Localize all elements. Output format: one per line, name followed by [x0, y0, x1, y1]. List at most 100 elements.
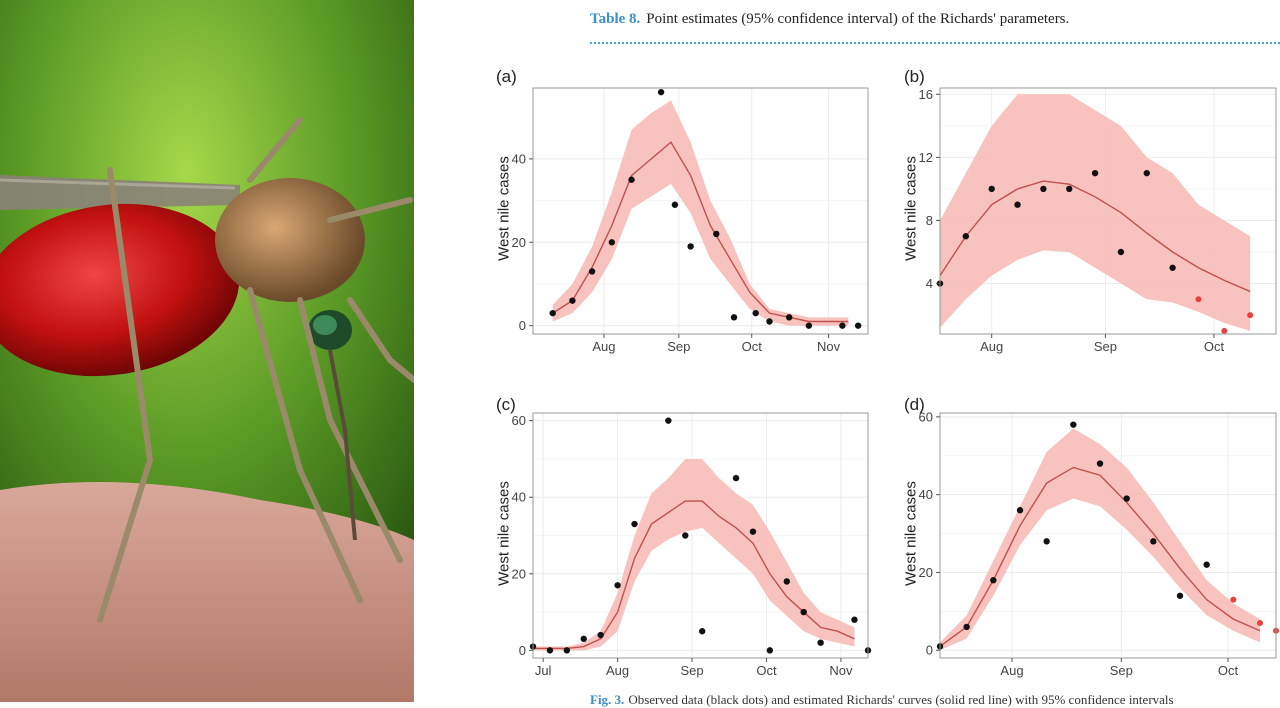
- panel-a-observed-point-15: [854, 322, 862, 329]
- panel-a-observed-point-9: [730, 314, 738, 321]
- panel-a-observed-point-12: [785, 314, 793, 321]
- panel-c-observed-point-4: [597, 631, 604, 639]
- panel-label-b: (b): [904, 67, 925, 86]
- panel-d-xtick-label-2: Oct: [1218, 663, 1239, 678]
- paper-page: Table 8. Point estimates (95% confidence …: [414, 0, 1280, 707]
- panel-a-observed-point-11: [766, 318, 773, 325]
- panel-d-frame: [939, 412, 1277, 659]
- caption-divider: [590, 42, 1280, 44]
- panel-d-observed-point-6: [1096, 460, 1104, 467]
- panel-c-xtick-label-4: Nov: [829, 663, 853, 678]
- panel-b-holdout-point-0: [1195, 296, 1202, 303]
- figure-caption-label: Fig. 3.: [590, 692, 625, 707]
- panel-c: 0 20 40 60 Jul Aug Sep Oct Nov: [512, 412, 872, 678]
- panel-c-fit-line: [533, 500, 855, 650]
- panel-b-observed-point-4: [1040, 185, 1047, 193]
- panel-a-xtick-label-1: Sep: [667, 339, 690, 354]
- table-caption-text: Point estimates (95% confidence interval…: [646, 11, 1070, 27]
- panel-c-xtick-label-2: Sep: [680, 663, 703, 678]
- panel-c-observed-point-2: [563, 647, 571, 654]
- panel-c-observed-point-15: [817, 639, 824, 646]
- panel-c-xtick-label-0: Jul: [535, 663, 552, 678]
- panel-b-fit-line: [939, 180, 1251, 293]
- panel-d-observed-point-9: [1176, 592, 1184, 599]
- panel-a-ytick-label-1: 20: [512, 235, 526, 250]
- panel-label-d: (d): [904, 395, 925, 414]
- panel-b-observed-point-5: [1066, 185, 1073, 193]
- panel-b-observed-point-8: [1143, 169, 1150, 177]
- panel-c-ytick-label-1: 20: [512, 566, 526, 581]
- panel-b-observed-point-1: [962, 233, 970, 240]
- panel-c-observed-point-5: [614, 582, 621, 589]
- panel-d-holdout-point-1: [1257, 620, 1263, 626]
- panel-c-observed-point-10: [732, 474, 740, 482]
- panel-d-observed-point-3: [1016, 507, 1024, 514]
- panel-a-observed-point-13: [805, 322, 813, 329]
- panel-a-fit-line: [552, 141, 849, 323]
- panel-b-observed-point-2: [988, 185, 995, 193]
- panel-a-frame: [532, 87, 869, 335]
- panel-b-holdout-point-2: [1247, 312, 1254, 319]
- panel-c-observed-point-12: [766, 647, 774, 654]
- panel-a-xtick-label-0: Aug: [592, 339, 615, 354]
- panel-a-observed-point-1: [569, 297, 576, 304]
- panel-c-observed-point-1: [546, 647, 554, 654]
- panel-a-ci-band: [552, 100, 849, 326]
- panel-d: 0 20 40 60 Aug Sep Oct: [919, 409, 1279, 678]
- panel-d-ytick-label-0: 0: [926, 643, 933, 658]
- table-caption: Table 8. Point estimates (95% confidence …: [590, 11, 1069, 28]
- panel-label-c: (c): [496, 395, 516, 414]
- panel-c-ytick-label-0: 0: [519, 643, 526, 658]
- panel-a-ytick-label-2: 40: [512, 151, 526, 166]
- panel-c-ytick-label-3: 60: [512, 413, 526, 428]
- panel-c-observed-point-7: [665, 417, 672, 424]
- figure-caption-text: Observed data (black dots) and estimated…: [628, 692, 1174, 707]
- panel-d-xtick-label-0: Aug: [1000, 663, 1023, 678]
- panel-d-observed-point-8: [1150, 538, 1157, 545]
- panel-d-xtick-label-1: Sep: [1110, 663, 1133, 678]
- panel-c-xtick-label-3: Oct: [756, 663, 777, 678]
- panel-d-observed-point-7: [1123, 495, 1130, 502]
- panel-b-ytick-label-3: 16: [919, 87, 933, 102]
- panel-b-ci-band: [940, 94, 1251, 331]
- panel-c-observed-point-8: [682, 532, 689, 539]
- panel-b-ytick-label-2: 12: [919, 150, 933, 165]
- panel-d-observed-point-2: [990, 577, 997, 584]
- panel-c-observed-point-6: [631, 520, 638, 528]
- table-caption-label: Table 8.: [590, 11, 641, 27]
- panel-a-observed-point-10: [752, 309, 759, 317]
- panel-c-observed-point-3: [580, 635, 587, 643]
- panel-b-frame: [939, 87, 1277, 335]
- panel-b: 4 8 12 16 Aug Sep Oct: [919, 87, 1277, 354]
- panel-a-ytick-label-0: 0: [519, 318, 526, 333]
- panel-c-xtick-label-1: Aug: [606, 663, 629, 678]
- panel-d-ytick-label-2: 40: [919, 487, 933, 502]
- panel-b-observed-point-7: [1117, 248, 1125, 256]
- panel-d-holdout-point-0: [1230, 596, 1237, 603]
- panel-c-ytick-label-2: 40: [512, 490, 526, 505]
- panel-b-xtick-label-1: Sep: [1094, 339, 1117, 354]
- panel-d-observed-point-5: [1070, 421, 1077, 428]
- chart-panel-a: 0 20 40 Aug Sep Oct Nov 4 8 12 16 Aug Sep Oct 0 20 40 60 J…: [512, 87, 1279, 678]
- panel-d-observed-point-10: [1203, 561, 1210, 568]
- panel-c-observed-point-16: [851, 616, 858, 623]
- panel-d-ytick-label-1: 20: [919, 565, 933, 580]
- panel-d-ytick-label-3: 60: [919, 409, 933, 424]
- panel-a: 0 20 40 Aug Sep Oct Nov: [512, 87, 869, 354]
- mosquito-photo: [0, 0, 414, 702]
- panel-a-observed-point-14: [839, 322, 846, 329]
- panel-b-observed-point-6: [1091, 169, 1099, 177]
- panel-a-xtick-label-3: Nov: [817, 339, 841, 354]
- panel-c-observed-point-13: [783, 578, 790, 585]
- panel-a-observed-point-7: [687, 243, 694, 250]
- panel-b-observed-point-9: [1169, 264, 1176, 271]
- panel-d-observed-point-4: [1043, 538, 1050, 545]
- panel-c-observed-point-11: [749, 528, 757, 535]
- panel-b-observed-point-3: [1014, 201, 1021, 208]
- panel-a-observed-point-6: [671, 201, 679, 208]
- panel-c-observed-point-9: [698, 628, 706, 635]
- panel-a-observed-point-2: [588, 268, 596, 275]
- figure-caption: Fig. 3. Observed data (black dots) and es…: [590, 692, 1174, 708]
- panel-b-ytick-label-1: 8: [926, 213, 933, 228]
- panel-a-observed-point-4: [628, 176, 635, 183]
